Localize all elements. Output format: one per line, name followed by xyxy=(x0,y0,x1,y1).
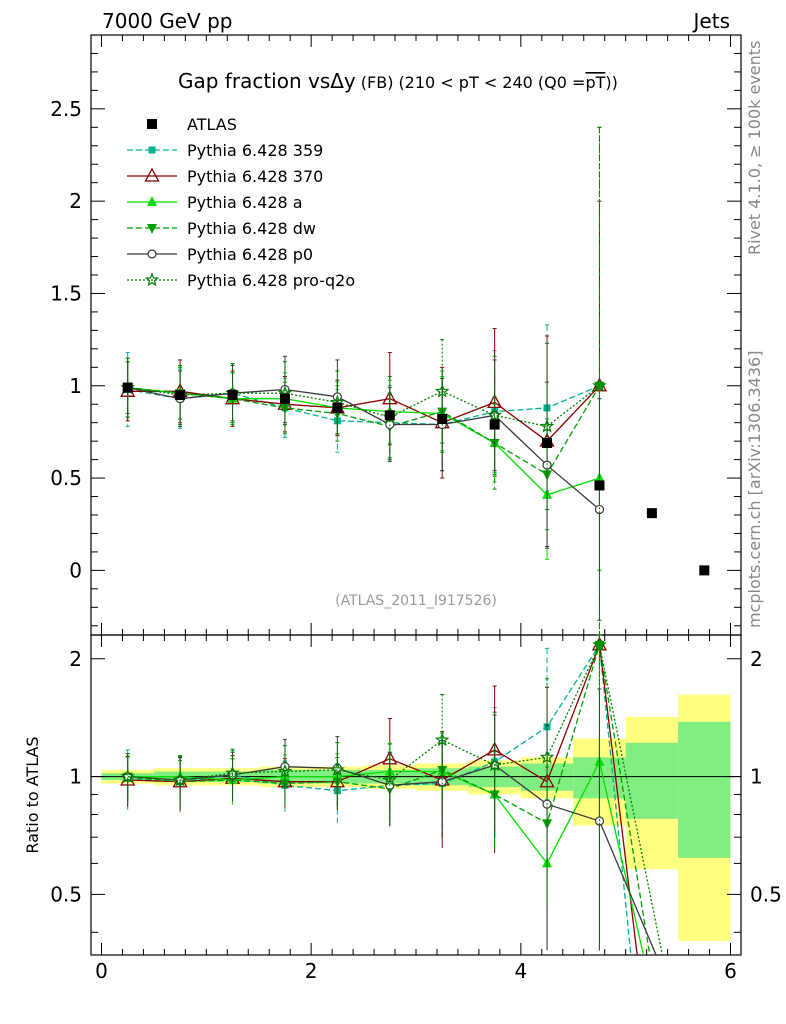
series-point-ratio xyxy=(539,749,555,764)
legend-marker xyxy=(147,196,157,206)
series-point-main xyxy=(594,504,605,515)
series-point-main xyxy=(539,418,555,433)
legend-label: ATLAS xyxy=(187,115,237,134)
y-tick-label-ratio-left: 1 xyxy=(69,765,82,789)
header-right: Jets xyxy=(692,9,730,33)
series-point-main xyxy=(592,378,607,392)
chart-title-main: Gap fraction vsΔy xyxy=(178,69,356,93)
legend: ATLAS Pythia 6.428 359 Pythia 6.428 370 Pyt… xyxy=(127,115,355,290)
side-label-rivet: Rivet 4.1.0, ≥ 100k events xyxy=(745,41,764,255)
header-left: 7000 GeV pp xyxy=(102,9,233,33)
legend-marker xyxy=(147,224,157,234)
atlas-data-point xyxy=(699,565,710,576)
series-line-main xyxy=(127,385,600,426)
chart-title-tag: (FB) xyxy=(361,73,394,92)
atlas-data-point xyxy=(227,390,238,400)
series-point-main xyxy=(434,383,450,398)
atlas-data-point xyxy=(437,414,448,424)
x-tick-label: 4 xyxy=(514,959,527,983)
atlas-data-point xyxy=(279,393,290,404)
legend-marker xyxy=(148,146,156,154)
series-point-ratio xyxy=(487,757,502,772)
atlas-data-point xyxy=(594,480,605,491)
chart-title-condition-end: )) xyxy=(605,73,617,92)
legend-marker xyxy=(147,249,157,259)
series-point-ratio xyxy=(120,768,135,783)
atlas-data-point xyxy=(646,508,657,519)
y-tick-label-ratio-right: 2 xyxy=(750,647,763,671)
x-tick-label: 2 xyxy=(305,959,318,983)
legend-label: Pythia 6.428 p0 xyxy=(187,245,313,264)
atlas-data-points xyxy=(122,382,710,576)
series-point-ratio xyxy=(382,772,398,787)
atlas-data-point xyxy=(384,410,395,421)
series-line-main xyxy=(127,386,600,510)
chart-title: Gap fraction vsΔy (FB) (210 < pT < 240 (Q0… xyxy=(178,69,618,93)
legend-marker xyxy=(144,167,160,182)
series-line-main xyxy=(127,385,601,476)
atlas-data-point xyxy=(489,419,500,430)
y-tick-label-main: 0 xyxy=(69,558,82,582)
legend-label: Pythia 6.428 dw xyxy=(187,219,316,238)
y-tick-label-main: 1 xyxy=(69,374,82,398)
y-tick-label-main: 2.5 xyxy=(50,97,82,121)
series-point-main xyxy=(487,407,502,422)
series-line-ratio xyxy=(127,642,632,956)
legend-label: Pythia 6.428 370 xyxy=(187,167,323,186)
ratio-band-inner xyxy=(678,721,731,858)
y-tick-label-ratio-right: 0.5 xyxy=(750,882,782,906)
axis-ticks: 0 2 4 6 0 0.5 1 1.5 2 2.5 0.5 0.5 1 1 2 2 xyxy=(50,35,782,983)
ratio-axis-label: Ratio to ATLAS xyxy=(23,736,42,853)
series-point-ratio xyxy=(330,762,345,777)
atlas-data-point xyxy=(542,438,553,448)
y-tick-label-ratio-right: 1 xyxy=(750,765,763,789)
series-point-ratio xyxy=(437,777,447,787)
y-tick-label-ratio-left: 2 xyxy=(69,647,82,671)
x-tick-label: 6 xyxy=(724,959,737,983)
legend-marker-atlas xyxy=(147,119,157,129)
legend-marker xyxy=(144,272,160,287)
chart-title-condition-bar: pT xyxy=(585,73,605,92)
ratio-uncertainty-bands xyxy=(101,694,731,942)
legend-label: Pythia 6.428 359 xyxy=(187,141,323,160)
y-tick-label-main: 1.5 xyxy=(50,281,82,305)
legend-label: Pythia 6.428 pro-q2o xyxy=(187,271,355,290)
atlas-data-point xyxy=(122,382,133,393)
series-point-ratio xyxy=(225,765,240,780)
series-line-ratio xyxy=(127,644,651,956)
y-tick-label-main: 0.5 xyxy=(50,466,82,490)
y-tick-label-ratio-left: 0.5 xyxy=(50,882,82,906)
atlas-data-point xyxy=(332,402,343,413)
side-label-mcplots: mcplots.cern.ch [arXiv:1306.3436] xyxy=(745,351,764,628)
series-point-ratio xyxy=(277,763,293,778)
series-line-main xyxy=(127,385,600,428)
series-line-main xyxy=(127,385,600,443)
y-tick-label-main: 2 xyxy=(69,189,82,213)
legend-label: Pythia 6.428 a xyxy=(187,193,303,212)
series-line-ratio xyxy=(127,644,638,956)
atlas-data-point xyxy=(175,390,186,400)
ratio-panel-series xyxy=(120,634,664,956)
ratio-band-inner xyxy=(625,742,679,819)
x-tick-label: 0 xyxy=(95,959,108,983)
chart-title-condition: (210 < pT < 240 (Q0 = xyxy=(398,73,585,92)
series-point-ratio xyxy=(592,637,607,652)
analysis-label: (ATLAS_2011_I917526) xyxy=(335,593,497,609)
series-point-ratio xyxy=(172,772,188,787)
series-point-ratio xyxy=(434,732,450,747)
